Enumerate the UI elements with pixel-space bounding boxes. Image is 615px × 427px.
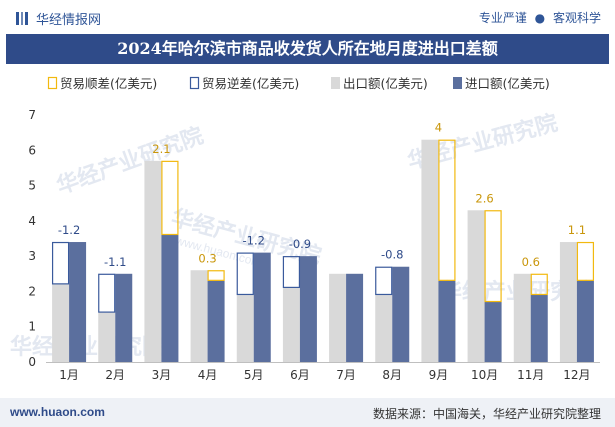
footer-bar: www.huaon.com 数据来源：中国海关，华经产业研究院整理 <box>0 398 615 427</box>
import-bar-8 <box>438 280 456 362</box>
balance-outline-4 <box>236 252 254 296</box>
balance-label-8: 4 <box>435 121 442 135</box>
import-bar-0 <box>69 242 87 362</box>
balance-label-5: -0.9 <box>289 237 311 251</box>
x-tick-label-1: 2月 <box>105 368 125 382</box>
balance-outline-9 <box>484 210 502 303</box>
y-tick-label-4: 4 <box>28 214 36 228</box>
export-bar-1 <box>98 312 116 362</box>
y-tick-label-3: 3 <box>28 249 36 263</box>
legend-label-1: 贸易逆差(亿美元) <box>202 76 299 91</box>
x-tick-label-4: 5月 <box>244 368 264 382</box>
export-bar-2 <box>144 160 162 362</box>
balance-label-4: -1.2 <box>243 234 265 248</box>
watermark-text-2: 华经产业研究院 <box>53 123 207 200</box>
export-bar-11 <box>559 242 577 362</box>
x-tick-label-5: 6月 <box>290 368 310 382</box>
import-bar-3 <box>207 280 225 362</box>
x-tick-label-2: 3月 <box>152 368 172 382</box>
chart-title: 2024年哈尔滨市商品收发货人所在地月度进出口差额 <box>117 39 498 58</box>
x-tick-label-6: 7月 <box>336 368 356 382</box>
tagline-right: 客观科学 <box>552 11 601 25</box>
legend-swatch-0 <box>47 76 58 90</box>
y-tick-label-5: 5 <box>28 179 36 193</box>
balance-label-9: 2.6 <box>475 191 493 205</box>
export-bar-7 <box>375 294 393 362</box>
export-bar-10 <box>513 273 531 362</box>
x-tick-label-10: 11月 <box>517 368 544 382</box>
balance-outline-7 <box>375 266 393 296</box>
watermark-text-4: 华经产业研究院 <box>10 334 164 360</box>
balance-label-3: 0.3 <box>198 251 216 265</box>
legend-swatch-1 <box>189 76 200 90</box>
balance-outline-11 <box>576 241 595 281</box>
tagline-dot: ● <box>534 11 546 25</box>
import-bar-2 <box>161 234 179 362</box>
footer-website: www.huaon.com <box>10 405 105 419</box>
x-tick-label-3: 4月 <box>198 368 218 382</box>
import-bar-5 <box>299 256 317 362</box>
y-tick-label-7: 7 <box>28 108 36 122</box>
import-bar-6 <box>346 273 364 362</box>
footer-source: 数据来源：中国海关，华经产业研究院整理 <box>372 407 601 421</box>
balance-outline-0 <box>51 241 70 285</box>
export-bar-6 <box>329 273 347 362</box>
x-tick-label-11: 12月 <box>563 368 590 382</box>
y-tick-label-1: 1 <box>28 320 36 334</box>
x-tick-label-0: 1月 <box>59 368 79 382</box>
balance-outline-8 <box>438 139 456 281</box>
balance-label-11: 1.1 <box>568 223 586 237</box>
top-bar: 华经情报网 专业严谨 ● 客观科学 <box>0 0 615 34</box>
tagline: 专业严谨 ● 客观科学 <box>479 9 601 26</box>
tagline-left: 专业严谨 <box>478 11 527 25</box>
chart-area: 华经产业研究院华经产业研究院华经产业研究院华经产业研究院华经产业研究院www.h… <box>10 76 600 382</box>
balance-outline-5 <box>282 256 301 288</box>
y-tick-label-0: 0 <box>28 355 36 369</box>
x-tick-label-7: 8月 <box>382 368 402 382</box>
import-bar-4 <box>253 252 271 362</box>
brand-logo-icon <box>16 12 28 25</box>
import-bar-11 <box>576 280 594 362</box>
balance-label-10: 0.6 <box>522 255 540 269</box>
balance-label-2: 2.1 <box>152 142 170 156</box>
legend-swatch-2 <box>331 77 340 89</box>
y-tick-label-6: 6 <box>28 143 36 157</box>
legend-label-3: 进口额(亿美元) <box>465 76 550 91</box>
legend-label-2: 出口额(亿美元) <box>343 76 428 91</box>
legend-label-0: 贸易顺差(亿美元) <box>60 76 157 91</box>
import-bar-7 <box>392 266 410 362</box>
legend-swatch-3 <box>453 77 462 89</box>
import-bar-10 <box>530 294 548 362</box>
title-bar: 2024年哈尔滨市商品收发货人所在地月度进出口差额 <box>6 34 609 64</box>
x-tick-label-9: 10月 <box>471 368 498 382</box>
balance-label-7: -0.8 <box>381 248 403 262</box>
import-bar-9 <box>484 302 502 362</box>
export-bar-0 <box>52 284 70 362</box>
export-bar-8 <box>421 139 439 362</box>
export-bar-5 <box>282 287 300 362</box>
export-bar-9 <box>467 210 485 362</box>
balance-label-1: -1.1 <box>104 255 126 269</box>
import-bar-1 <box>115 273 133 362</box>
balance-outline-3 <box>207 270 225 281</box>
balance-outline-1 <box>98 273 116 313</box>
y-tick-label-2: 2 <box>28 284 36 298</box>
balance-outline-2 <box>161 160 179 236</box>
balance-label-0: -1.2 <box>58 223 80 237</box>
export-bar-3 <box>190 270 208 362</box>
x-tick-label-8: 9月 <box>429 368 449 382</box>
balance-outline-10 <box>530 273 548 296</box>
export-bar-4 <box>236 294 254 362</box>
brand-name: 华经情报网 <box>36 13 102 28</box>
